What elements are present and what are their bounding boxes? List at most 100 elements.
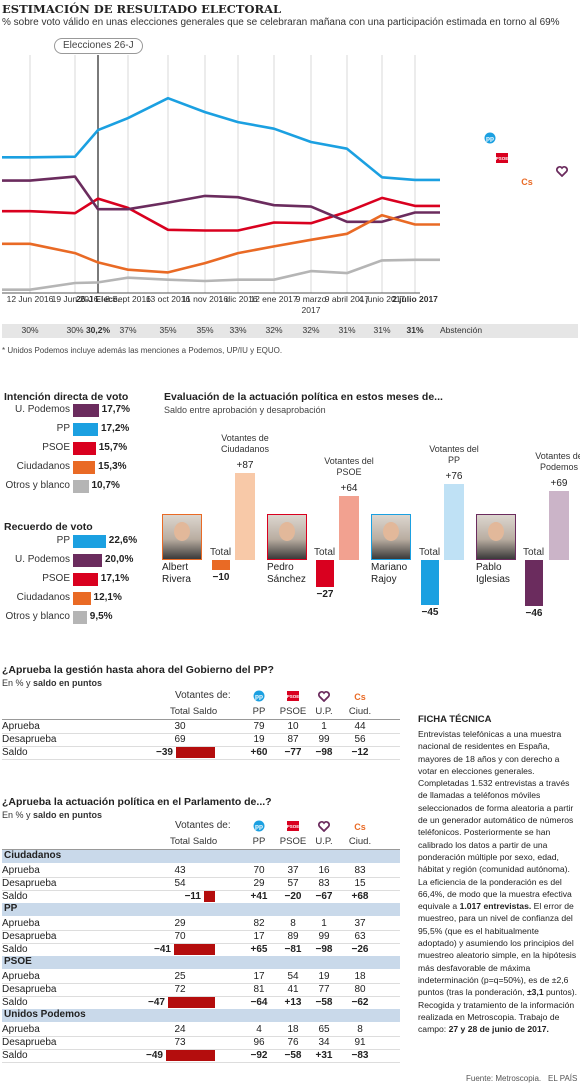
- row-label: Desaprueba: [2, 984, 57, 995]
- leader-face: [488, 522, 504, 541]
- cell-value: 15: [354, 878, 366, 889]
- row-rule: [2, 1049, 400, 1050]
- cell-value: 44: [354, 721, 366, 732]
- col-header: Total: [169, 836, 191, 847]
- section-band: [2, 1009, 400, 1022]
- cell-value: 4: [256, 1024, 262, 1035]
- cell-value: 1: [321, 721, 327, 732]
- cell-value: 82: [253, 918, 265, 929]
- col-header: PP: [252, 706, 266, 717]
- cell-value: −83: [351, 1050, 369, 1061]
- saldo-value: −47: [148, 997, 165, 1008]
- row-rule: [2, 983, 400, 984]
- leader-photo: [476, 514, 516, 560]
- svg-text:pp: pp: [255, 824, 263, 831]
- cell-value: 83: [318, 878, 330, 889]
- bar: [73, 461, 96, 474]
- bar: [73, 611, 87, 624]
- source: Fuente: Metroscopia.: [466, 1074, 542, 1083]
- abstencion-value: 32%: [265, 325, 283, 335]
- row-rule: [2, 943, 400, 944]
- cell-value: +60: [250, 747, 268, 758]
- bar-value: 15,7%: [98, 442, 128, 453]
- abstencion-label: Abstención: [440, 325, 483, 335]
- cell-value: 70: [253, 865, 265, 876]
- row-label: Saldo: [2, 997, 28, 1008]
- section-band: [2, 850, 400, 863]
- chart-title: ESTIMACIÓN DE RESULTADO ELECTORAL: [2, 2, 282, 16]
- cell-value: +13: [284, 997, 302, 1008]
- x-tick-label: 1 dic 2016: [218, 294, 258, 304]
- ficha-title: FICHA TÉCNICA: [418, 714, 492, 725]
- bar-category: U. Podemos: [14, 554, 70, 565]
- saldo-bar: [176, 747, 215, 758]
- parlamento-table: Votantes de: pp PSOE Cs Total Saldo PP PSOE U.P.…: [0, 818, 410, 1068]
- total-bar: [316, 560, 334, 587]
- intencion-chart: U. Podemos 17,7% PP 17,2% PSOE 15,7% Ciudadano…: [0, 404, 170, 499]
- leader-photo: [267, 514, 307, 560]
- cell-value: 77: [318, 984, 330, 995]
- cell-value: 57: [287, 878, 299, 889]
- series-line-1: [2, 196, 440, 232]
- row-label: Aprueba: [2, 1024, 40, 1035]
- votantes-label: Votantes de:: [175, 820, 231, 831]
- x-tick-label: 9 abril 2017: [324, 294, 370, 304]
- cell-total: 72: [174, 984, 186, 995]
- x-axis-labels: 12 Jun 2016 19 Jun 2016 26-J Elecc. 8 Sept …: [0, 294, 580, 324]
- x-tick-label: 4 junio 2017: [358, 294, 406, 304]
- cell-value: 65: [318, 1024, 330, 1035]
- cell-value: −67: [315, 891, 333, 902]
- bar-category: PSOE: [42, 442, 70, 453]
- abstencion-value: 30%: [21, 325, 39, 335]
- voters-label: Votantes de Podemos: [535, 451, 580, 472]
- saldo-bar: [204, 891, 215, 902]
- saldo-bar: [166, 1050, 215, 1061]
- cell-value: −98: [315, 944, 333, 955]
- evaluacion-subtitle: Saldo entre aprobación y desaprobación: [164, 405, 326, 415]
- cell-value: +41: [250, 891, 268, 902]
- section-band: [2, 956, 400, 969]
- row-label: Aprueba: [2, 971, 40, 982]
- svg-text:Cs: Cs: [354, 822, 366, 832]
- bar: [73, 535, 106, 548]
- leader-photo: [371, 514, 411, 560]
- cell-value: 16: [318, 865, 330, 876]
- cell-value: 37: [287, 865, 299, 876]
- cell-value: −81: [284, 944, 302, 955]
- bar-value: 10,7%: [91, 480, 120, 491]
- voters-label: Votantes de Ciudadanos: [220, 433, 270, 454]
- psoe-logo-icon: PSOE: [287, 689, 299, 707]
- bar: [73, 480, 89, 493]
- voters-value: +87: [236, 460, 254, 471]
- cell-value: 18: [287, 1024, 299, 1035]
- x-tick-label: 12 ene 2017: [250, 294, 298, 304]
- bar-category: Ciudadanos: [16, 592, 70, 603]
- bar: [73, 554, 102, 567]
- header-rule: [2, 849, 400, 850]
- cell-value: 76: [287, 1037, 299, 1048]
- x-tick-label: 2 julio 2017: [392, 294, 438, 304]
- voters-label: Votantes del PSOE: [324, 456, 374, 477]
- abstencion-value: 31%: [373, 325, 391, 335]
- leader-photo: [162, 514, 202, 560]
- total-value: −10: [212, 572, 230, 583]
- gobierno-table: Votantes de: pp PSOE Cs Total Saldo PP PSOE U.P.…: [0, 688, 410, 768]
- cell-value: 19: [253, 734, 265, 745]
- section-title: Unidos Podemos: [4, 1009, 86, 1020]
- svg-text:pp: pp: [486, 136, 494, 143]
- col-header: PSOE: [279, 836, 307, 847]
- row-label: Saldo: [2, 944, 28, 955]
- bar-category: Otros y blanco: [5, 480, 70, 491]
- x-tick-label: 13 oct 2016: [145, 294, 191, 304]
- cell-total: 54: [174, 878, 186, 889]
- cell-value: 8: [290, 918, 296, 929]
- saldo-value: −39: [156, 747, 173, 758]
- saldo-bar: [174, 944, 215, 955]
- cell-value: 99: [318, 931, 330, 942]
- col-header: PSOE: [279, 706, 307, 717]
- cell-value: 87: [287, 734, 299, 745]
- cell-value: 37: [354, 918, 366, 929]
- row-label: Aprueba: [2, 918, 40, 929]
- total-label: Total: [314, 547, 336, 558]
- total-value: −45: [421, 607, 439, 618]
